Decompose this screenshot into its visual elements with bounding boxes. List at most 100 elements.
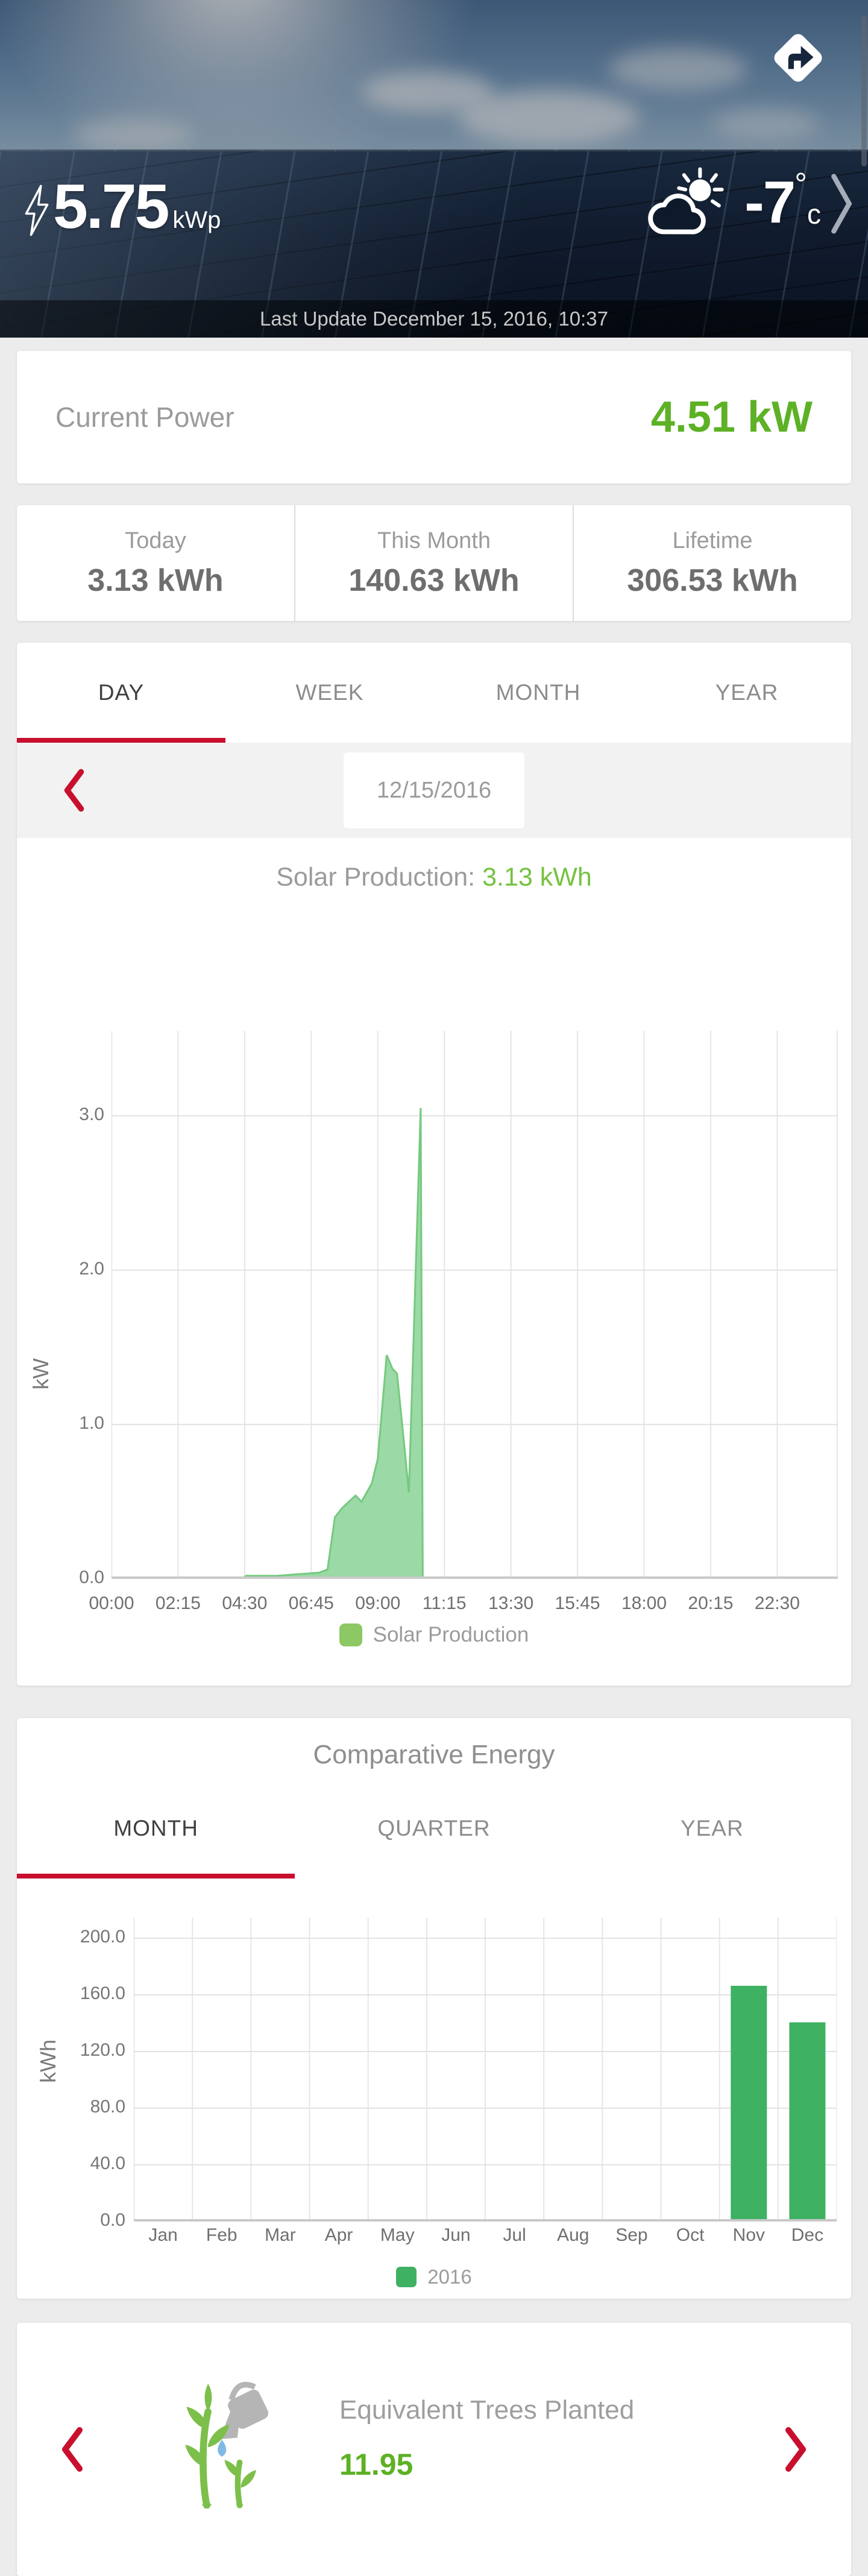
tab-comp-month[interactable]: MONTH [113,1816,198,1841]
watering-plant-icon [185,2381,269,2508]
axis-tick-label: Nov [732,2225,765,2245]
axis-tick-label: 0.0 [79,1567,104,1587]
bar-chart-legend: 2016 [17,2266,851,2288]
stat-lifetime: Lifetime 306.53 kWh [573,505,851,621]
legend-swatch [396,2267,417,2287]
monthly-bar-chart [133,1918,837,2222]
axis-tick-label: 0.0 [100,2210,125,2230]
axis-tick-label: 18:00 [621,1593,667,1613]
stat-label: This Month [377,527,491,553]
comparative-energy-card: Comparative Energy MONTH QUARTER YEAR kW… [17,1718,851,2299]
legend-label: 2016 [427,2266,472,2288]
legend-swatch [339,1623,362,1646]
axis-tick-label: Jan [148,2225,178,2245]
production-summary-label: Solar Production: [276,862,476,892]
tab-day[interactable]: DAY [98,680,145,705]
share-navigate-icon[interactable] [763,23,833,93]
axis-tick-label: Sep [615,2225,648,2245]
weather-block: -7 ° c [643,165,854,239]
day-production-chart [111,1031,838,1580]
system-size-unit: kWp [172,207,221,233]
axis-tick-label: 160.0 [80,1983,125,2004]
bar-Dec [789,2022,826,2222]
axis-tick-label: Feb [206,2225,237,2245]
cloud [72,118,193,153]
stat-today: Today 3.13 kWh [17,505,294,621]
axis-tick-label: 11:15 [422,1593,467,1613]
temperature-unit: c [807,198,821,230]
date-navigation-row: 12/15/2016 [17,743,851,838]
day-chart-legend: Solar Production [17,1623,851,1647]
previous-benefit-chevron-icon[interactable] [59,2423,86,2475]
axis-tick-label: 80.0 [90,2097,125,2117]
sun-behind-cloud-icon [648,167,724,235]
period-tabs: DAY WEEK MONTH YEAR [17,643,851,743]
stat-value: 3.13 kWh [87,562,224,598]
axis-tick-label: 20:15 [688,1593,734,1613]
benefit-label: Equivalent Trees Planted [339,2395,635,2425]
legend-label: Solar Production [373,1623,529,1646]
scrollbar-thumb[interactable] [861,16,867,166]
energy-stats-card: Today 3.13 kWh This Month 140.63 kWh Lif… [17,505,851,621]
axis-tick-label: 06:45 [288,1593,334,1613]
axis-tick-label: 22:30 [754,1593,800,1613]
comparative-tabs: MONTH QUARTER YEAR [17,1778,851,1878]
axis-tick-label: 02:15 [155,1593,201,1613]
axis-tick-label: Jun [441,2225,471,2245]
lightning-bolt-icon [25,184,49,236]
axis-tick-label: 40.0 [90,2153,125,2173]
bar-Nov [731,1986,767,2222]
day-chart-x-axis: 00:00 02:15 04:30 06:45 09:00 11:15 13:30 15:45… [89,1592,838,1616]
axis-tick-label: May [380,2225,415,2245]
tab-week[interactable]: WEEK [295,680,364,705]
axis-tick-label: 00:00 [89,1593,134,1613]
header-banner: 5.75 kWp -7 ° c Last Update December 15,… [0,0,868,338]
system-size-block: 5.75 kWp [23,171,221,243]
last-update-banner: Last Update December 15, 2016, 10:37 [0,300,868,338]
tab-comp-quarter[interactable]: QUARTER [377,1816,491,1841]
tab-comp-year[interactable]: YEAR [680,1816,744,1841]
axis-tick-label: 13:30 [488,1593,534,1613]
cloud [609,48,747,90]
temperature-value: -7 [744,168,796,235]
current-power-label: Current Power [55,402,234,433]
axis-tick-label: 1.0 [79,1412,104,1433]
selected-date[interactable]: 12/15/2016 [344,752,524,828]
axis-tick-label: Apr [324,2225,353,2245]
axis-tick-label: 04:30 [222,1593,268,1613]
active-tab-underline [17,738,225,743]
degree-symbol: ° [794,167,807,202]
axis-tick-label: 15:45 [555,1593,600,1613]
axis-tick-label: 120.0 [80,2040,125,2061]
solar-production-area [112,1108,423,1579]
solar-production-line [112,1107,424,1580]
day-chart-y-axis: 0.0 1.0 2.0 3.0 [35,1031,104,1587]
stat-label: Today [125,527,186,553]
axis-tick-label: Dec [791,2225,824,2245]
photo-dim-overlay [0,0,868,338]
previous-day-chevron-icon[interactable] [61,764,87,816]
bar-chart-x-axis: Jan Feb Mar Apr May Jun Jul Aug Sep Oct Nov Dec [134,2223,837,2247]
stat-label: Lifetime [672,527,753,553]
axis-tick-label: 09:00 [355,1593,401,1613]
comparative-title: Comparative Energy [313,1740,555,1769]
next-benefit-chevron-icon[interactable] [782,2423,809,2475]
environmental-benefit-card: Equivalent Trees Planted 11.95 [17,2323,851,2576]
cloud [458,90,639,145]
current-power-value: 4.51 kW [650,393,813,441]
active-tab-underline [17,1874,295,1878]
axis-tick-label: 3.0 [79,1104,104,1124]
production-summary-value: 3.13 kWh [482,862,592,892]
production-summary: Solar Production: 3.13 kWh [17,838,851,916]
benefit-value: 11.95 [339,2448,414,2481]
axis-tick-label: 2.0 [79,1258,104,1279]
production-chart-card: DAY WEEK MONTH YEAR 12/15/2016 Solar Pro… [17,643,851,1686]
axis-tick-label: Aug [557,2225,590,2245]
chevron-right-icon[interactable] [829,169,854,239]
axis-tick-label: Oct [676,2225,705,2245]
stat-this-month: This Month 140.63 kWh [294,505,573,621]
tab-year[interactable]: YEAR [715,680,779,705]
axis-tick-label: 200.0 [80,1927,125,1947]
tab-month[interactable]: MONTH [495,680,581,705]
axis-tick-label: Mar [265,2225,296,2245]
